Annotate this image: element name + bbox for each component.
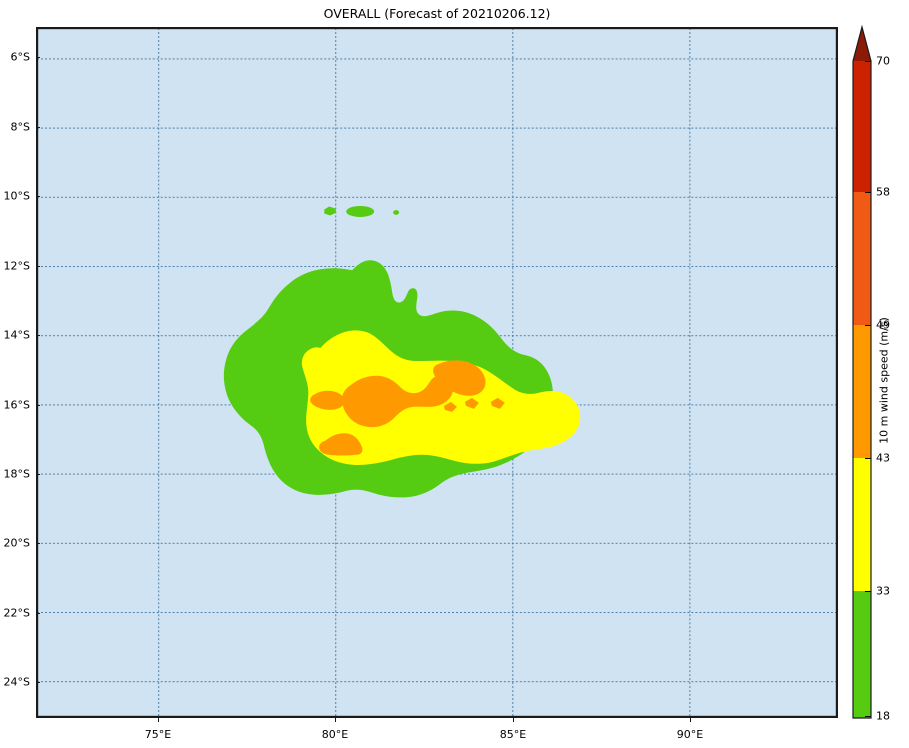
colorbar-tick-70: 70 [876, 54, 890, 68]
colorbar-tick-33: 33 [876, 584, 890, 598]
colorbar-axis-label: 10 m wind speed (m/s) [877, 317, 891, 444]
xtick-label-90E: 90°E [676, 728, 704, 741]
colorbar-band-49-58 [853, 192, 871, 325]
contour-outliers-18 [324, 205, 400, 217]
ytick-label-14S: 14°S [3, 328, 30, 342]
colorbar-band-18-33 [853, 591, 871, 718]
xtick-label-80E: 80°E [321, 728, 349, 741]
ytick-label-16S: 16°S [3, 398, 30, 412]
ytick-label-10S: 10°S [3, 189, 30, 203]
colorbar-band-58-70 [853, 61, 871, 192]
xtick-label-75E: 75°E [144, 728, 172, 741]
ytick-label-12S: 12°S [3, 259, 30, 273]
colorbar-band-33-43 [853, 458, 871, 591]
ytick-label-8S: 8°S [10, 120, 30, 134]
ytick-label-22S: 22°S [3, 606, 30, 620]
colorbar-tick-18: 18 [876, 709, 890, 723]
contour-band-43 [310, 360, 505, 456]
colorbar-outline [852, 24, 872, 719]
chart-title: OVERALL (Forecast of 20210206.12) [323, 6, 551, 21]
colorbar[interactable] [852, 24, 872, 719]
ytick-label-24S: 24°S [3, 675, 30, 689]
colorbar-tick-49: 49 [876, 318, 890, 332]
ytick-label-6S: 6°S [10, 50, 30, 64]
wind-speed-contour-plot [37, 28, 837, 717]
colorbar-extend-arrow [853, 27, 871, 61]
map-axes[interactable] [36, 27, 838, 718]
colorbar-tick-58: 58 [876, 185, 890, 199]
axes-frame [37, 28, 837, 717]
colorbar-band-43-49 [853, 325, 871, 458]
colorbar-tick-43: 43 [876, 451, 890, 465]
xtick-label-85E: 85°E [499, 728, 527, 741]
ytick-label-18S: 18°S [3, 467, 30, 481]
ytick-label-20S: 20°S [3, 536, 30, 550]
